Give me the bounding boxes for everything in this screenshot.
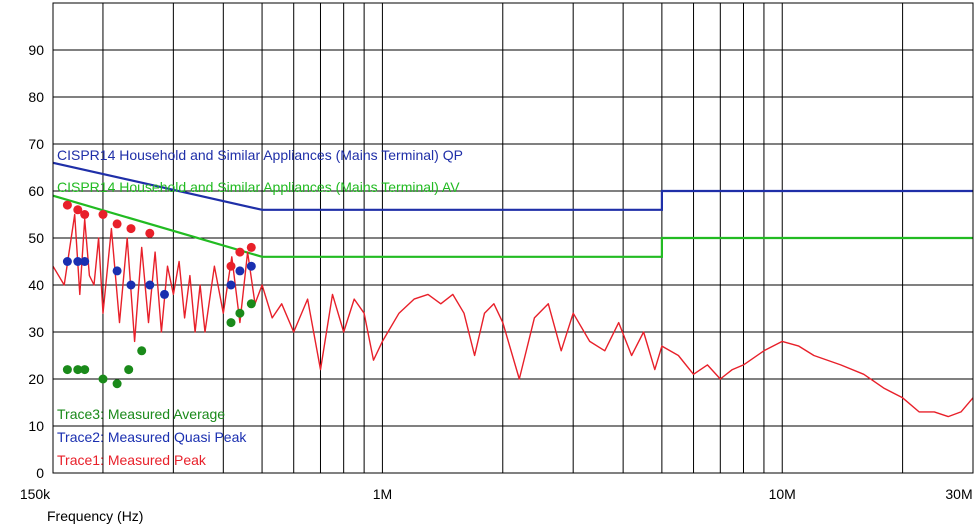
marker-series-2: [137, 346, 147, 356]
marker-series-1: [112, 266, 122, 276]
x-axis-title: Frequency (Hz): [47, 508, 143, 524]
marker-series-1: [160, 289, 169, 299]
legend-trace2: Trace2: Measured Quasi Peak: [57, 429, 247, 445]
marker-series-1: [246, 261, 256, 271]
limit-lines: [52, 161, 973, 258]
marker-series-2: [98, 374, 108, 384]
marker-series-3: [235, 247, 245, 257]
marker-series-1: [145, 280, 155, 290]
marker-series-1: [62, 257, 72, 266]
x-tick-label: 1M: [373, 486, 392, 502]
marker-series-2: [73, 365, 83, 375]
tick-labels: 0 10 20 30 40 50 60 70 80 90 150k 1M 10M 30M: [20, 42, 973, 502]
marker-series-3: [80, 210, 90, 219]
marker-series-2: [80, 365, 90, 375]
limit-line-qp: [52, 161, 973, 211]
marker-series-3: [98, 210, 108, 219]
marker-series-3: [62, 200, 72, 210]
marker-series-1: [235, 266, 245, 276]
plot-frame: [52, 2, 974, 474]
x-tick-label: 10M: [769, 486, 796, 502]
legend-trace3: Trace3: Measured Average: [57, 406, 225, 422]
marker-series-3: [226, 261, 236, 271]
marker-series-3: [126, 224, 136, 234]
marker-series-3: [145, 228, 155, 238]
marker-series-2: [112, 379, 122, 389]
legend-trace1: Trace1: Measured Peak: [57, 452, 207, 468]
marker-series-2: [62, 365, 72, 375]
marker-series-1: [73, 257, 83, 266]
marker-series-3: [246, 242, 256, 252]
y-tick-label: 50: [28, 230, 44, 246]
marker-series-1: [226, 280, 236, 290]
y-tick-label: 0: [36, 465, 44, 481]
limit-label-av: CISPR14 Household and Similar Appliances…: [57, 179, 460, 195]
y-tick-label: 10: [28, 418, 44, 434]
y-tick-label: 30: [28, 324, 44, 340]
x-tick-label: 30M: [945, 486, 972, 502]
y-tick-label: 80: [28, 89, 44, 105]
marker-series-2: [235, 308, 245, 318]
marker-series-1: [126, 280, 136, 290]
marker-series-2: [226, 318, 236, 328]
y-tick-label: 20: [28, 371, 44, 387]
marker-series-2: [246, 299, 256, 309]
y-tick-label: 60: [28, 183, 44, 199]
x-tick-label: 150k: [20, 486, 51, 502]
marker-series-1: [80, 257, 90, 266]
marker-series-3: [73, 205, 83, 215]
marker-series-3: [112, 219, 122, 229]
trace-peak-line: [52, 213, 974, 418]
y-tick-label: 90: [28, 42, 44, 58]
limit-label-qp: CISPR14 Household and Similar Appliances…: [57, 147, 463, 163]
marker-series-2: [124, 365, 134, 375]
y-tick-label: 40: [28, 277, 44, 293]
traces: [52, 200, 974, 418]
y-tick-label: 70: [28, 136, 44, 152]
limit-line-av: [52, 194, 973, 258]
